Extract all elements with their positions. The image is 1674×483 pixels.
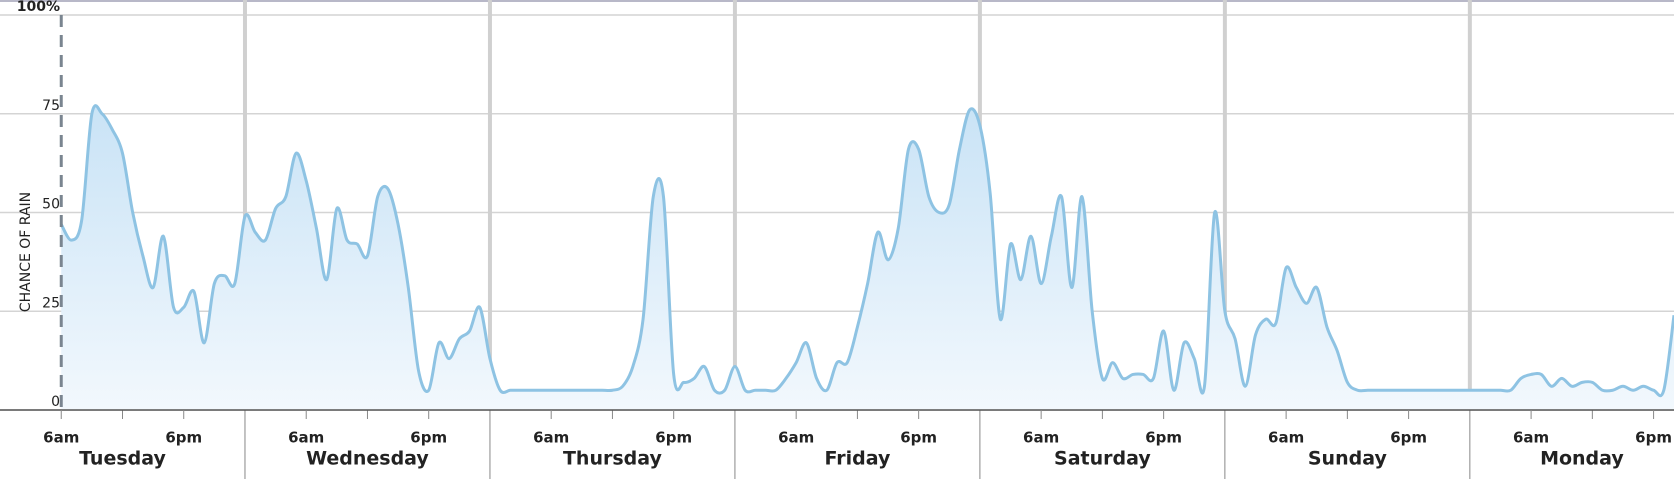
x-tick-label: 6pm xyxy=(655,429,692,447)
rain-area xyxy=(61,105,1674,410)
x-tick-label: 6pm xyxy=(1145,429,1182,447)
x-tick-label: 6am xyxy=(43,429,79,447)
y-axis-label: CHANCE OF RAIN xyxy=(18,192,34,312)
x-tick-label: 6am xyxy=(1513,429,1549,447)
x-tick-label: 6am xyxy=(288,429,324,447)
y-tick-label: 100% xyxy=(17,0,60,15)
y-tick-label: 25 xyxy=(42,295,60,311)
day-label: Tuesday xyxy=(79,448,166,470)
day-label: Friday xyxy=(824,448,890,470)
x-tick-label: 6pm xyxy=(410,429,447,447)
rain-line xyxy=(59,104,1674,398)
x-tick-label: 6am xyxy=(533,429,569,447)
day-label: Monday xyxy=(1540,448,1624,470)
y-tick-label: 0 xyxy=(51,394,60,410)
day-label: Wednesday xyxy=(306,448,429,470)
x-tick-label: 6pm xyxy=(900,429,937,447)
x-tick-label: 6pm xyxy=(1635,429,1672,447)
plot-area xyxy=(59,15,1674,410)
x-tick-label: 6am xyxy=(778,429,814,447)
day-label: Thursday xyxy=(563,448,663,470)
x-tick-label: 6pm xyxy=(165,429,202,447)
x-tick-label: 6am xyxy=(1268,429,1304,447)
x-axis: Tuesday Wednesday Thursday Friday Saturday Su… xyxy=(0,409,1674,479)
y-tick-label: 50 xyxy=(42,197,60,213)
x-tick-label: 6am xyxy=(1023,429,1059,447)
day-label: Sunday xyxy=(1308,448,1388,470)
y-tick-label: 75 xyxy=(42,98,60,114)
day-label: Saturday xyxy=(1054,448,1151,470)
x-tick-label: 6pm xyxy=(1390,429,1427,447)
